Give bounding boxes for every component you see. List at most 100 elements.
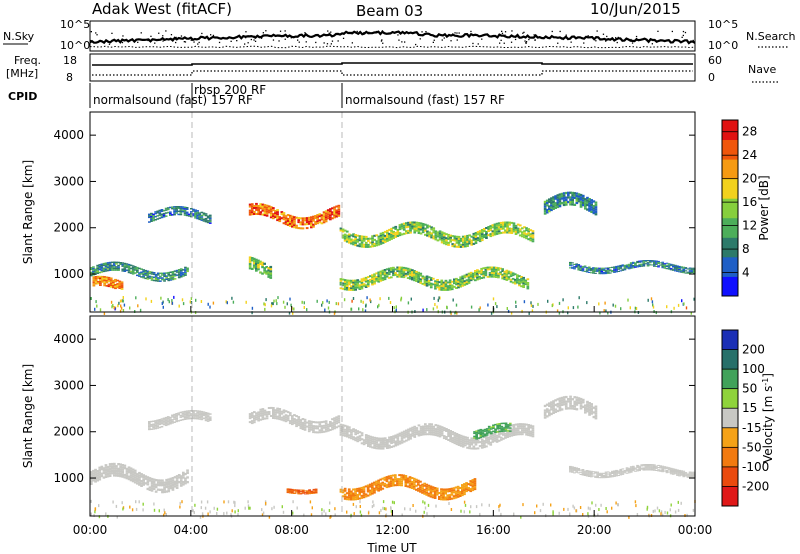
echo-cell [136,270,139,272]
echo-cell [638,261,641,263]
echo-cell [692,267,696,269]
echo-cell [432,277,435,280]
echo-cell [131,480,135,483]
echo-cell [684,475,688,477]
echo-cell [104,267,108,269]
echo-cell [686,272,690,274]
echo-cell [577,193,581,196]
echo-cell [552,203,555,206]
echo-cell [329,208,332,211]
nsky-point [253,39,255,41]
echo-cell [457,436,461,438]
echo-cell [651,300,654,304]
echo-cell [449,430,452,432]
echo-cell [159,277,162,279]
echo-cell [360,239,364,242]
echo-cell [261,272,264,275]
echo-cell [636,513,639,516]
nsky-point [651,43,653,45]
echo-cell [259,207,263,210]
echo-cell [350,431,353,434]
nsky-label: N.Sky [3,30,35,43]
echo-cell [497,230,501,233]
echo-cell [152,478,156,481]
echo-cell [508,227,511,230]
echo-cell [372,500,374,504]
echo-cell [140,473,143,476]
echo-cell [94,510,96,514]
echo-cell [575,264,578,266]
echo-cell [127,477,131,481]
echo-cell [690,272,694,274]
echo-cell [506,430,510,432]
echo-cell [569,400,572,403]
echo-cell [192,210,195,212]
echo-cell [314,427,317,430]
echo-cell [297,492,301,494]
echo-cell [455,439,459,442]
echo-cell [472,232,476,235]
echo-cell [650,297,653,301]
echo-cell [456,489,460,492]
echo-cell [521,427,524,430]
nsky-point [671,30,673,33]
echo-cell [466,245,469,247]
echo-cell [577,397,581,400]
echo-cell [109,279,113,281]
echo-cell [324,218,328,221]
echo-cell [417,224,421,226]
echo-cell [507,272,511,275]
echo-cell [153,508,156,512]
echo-cell [177,476,181,479]
echo-cell [434,285,437,288]
echo-cell [495,266,498,269]
echo-cell [400,223,404,226]
echo-cell [434,234,438,237]
echo-cell [491,438,495,441]
echo-cell [480,229,484,231]
echo-cell [261,414,265,417]
echo-cell [375,272,378,275]
echo-cell [158,211,162,213]
echo-cell [485,431,489,433]
echo-cell [341,234,345,237]
echo-cell [512,224,516,227]
echo-cell [474,238,478,240]
echo-cell [367,441,370,443]
y-tick-label: 3000 [53,378,84,392]
echo-cell [571,398,574,401]
nsky-point [458,32,460,34]
echo-cell [204,415,208,417]
echo-cell [467,272,471,275]
echo-cell [379,478,383,481]
echo-cell [343,298,346,302]
echo-cell [104,265,108,267]
echo-cell [426,429,429,432]
echo-cell [470,441,474,444]
echo-cell [445,239,448,242]
echo-cell [606,269,610,271]
nsky-point [297,39,299,41]
echo-cell [102,264,106,266]
nsky-point [175,36,177,39]
echo-cell [381,487,385,490]
echo-cell [417,271,420,274]
echo-cell [411,432,414,435]
echo-cell [301,490,305,492]
echo-cell [390,446,393,448]
nsky-point [247,42,249,44]
echo-cell [247,500,249,504]
echo-cell [156,212,160,214]
echo-cell [573,467,576,469]
echo-cell [377,239,381,242]
echo-cell [90,274,93,277]
echo-cell [638,468,641,470]
echo-cell [680,267,683,269]
echo-cell [661,262,665,264]
echo-cell [521,433,524,436]
echo-cell [511,281,515,284]
echo-cell [98,265,102,268]
echo-cell [358,491,362,494]
echo-cell [400,227,404,230]
echo-cell [424,427,427,430]
